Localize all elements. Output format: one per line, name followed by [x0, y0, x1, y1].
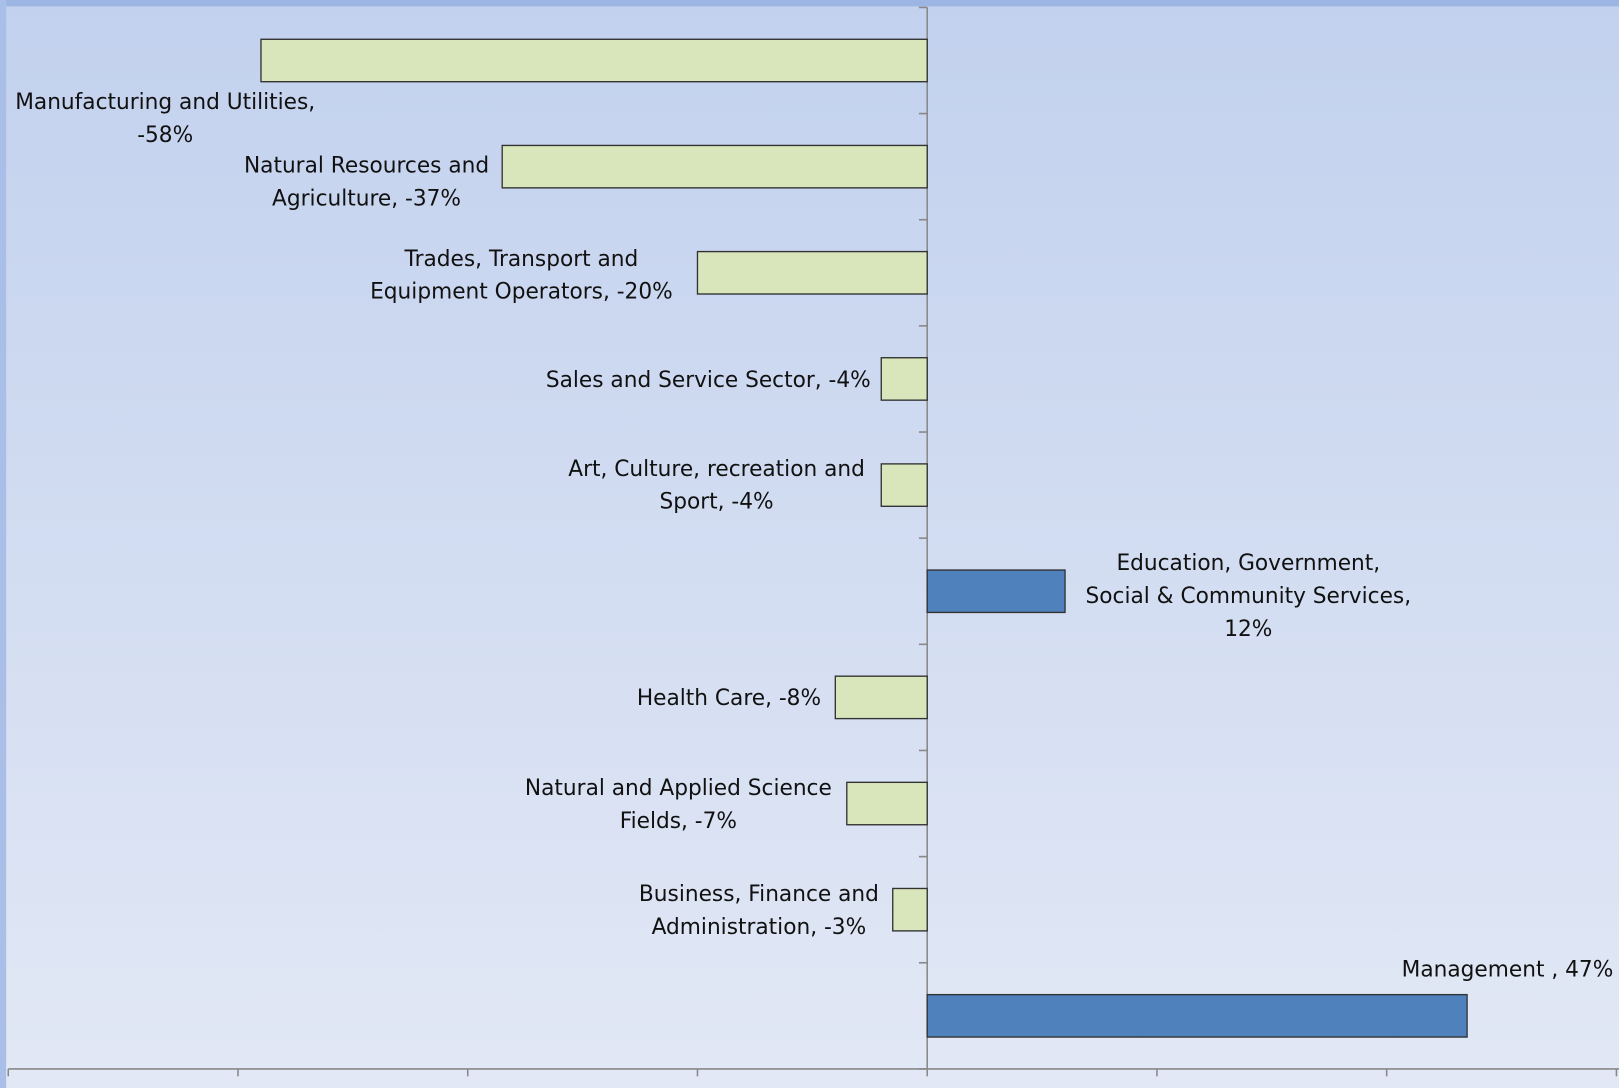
data-label: Trades, Transport and — [404, 247, 639, 272]
bar — [260, 38, 928, 83]
data-label: Fields, -7% — [620, 809, 737, 834]
bar — [880, 357, 928, 401]
data-label: Manufacturing and Utilities, — [15, 90, 315, 115]
data-label: Sport, -4% — [659, 489, 773, 514]
data-label: Management , 47% — [1402, 957, 1614, 982]
top-border — [0, 0, 1619, 7]
bar — [696, 250, 928, 295]
data-label: Education, Government, — [1116, 551, 1380, 576]
data-label: Art, Culture, recreation and — [568, 457, 865, 482]
data-label: 12% — [1224, 617, 1272, 642]
data-label: Business, Finance and — [639, 882, 879, 907]
bar — [926, 993, 1468, 1038]
bar — [926, 569, 1066, 614]
bar — [501, 144, 928, 189]
data-label: Equipment Operators, -20% — [370, 280, 673, 305]
bar — [834, 675, 928, 720]
left-border — [0, 0, 7, 1088]
data-label: Sales and Service Sector, -4% — [546, 368, 871, 393]
data-label: Agriculture, -37% — [272, 186, 461, 211]
bar — [846, 781, 928, 826]
data-label: Administration, -3% — [652, 915, 867, 940]
data-label: Social & Community Services, — [1086, 584, 1412, 609]
data-label: -58% — [137, 123, 193, 148]
bar — [880, 463, 928, 507]
data-label: Health Care, -8% — [637, 686, 821, 711]
data-label: Natural and Applied Science — [525, 776, 832, 801]
bar — [892, 887, 928, 932]
data-label: Natural Resources and — [244, 153, 489, 178]
